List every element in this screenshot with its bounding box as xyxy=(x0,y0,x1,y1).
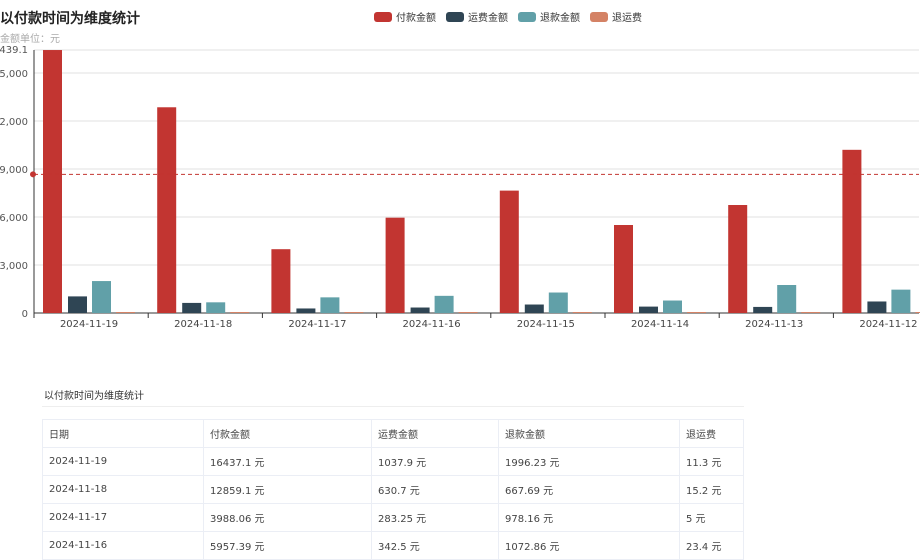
bar-2-4 xyxy=(548,292,568,313)
table-cell: 630.7 元 xyxy=(371,475,499,504)
x-tick-label: 2024-11-12 xyxy=(859,319,917,330)
x-tick-label: 2024-11-15 xyxy=(517,319,575,330)
bar-2-6 xyxy=(777,285,797,313)
bar-1-0 xyxy=(68,296,87,313)
legend-swatch xyxy=(590,11,608,22)
average-line-marker xyxy=(30,171,36,178)
y-max-label: 16,439.1 xyxy=(0,45,28,56)
table-cell: 15.2 元 xyxy=(679,475,744,504)
bar-3-7 xyxy=(915,312,920,313)
bar-0-3 xyxy=(385,217,405,313)
bar-1-1 xyxy=(182,302,202,313)
bar-chart: 0 3,000 6,000 9,000 12,000 15,000 16,439.1 2024… xyxy=(0,45,920,330)
x-tick-label: 2024-11-16 xyxy=(403,319,461,330)
bar-0-6 xyxy=(728,205,748,313)
table-cell: 5 元 xyxy=(679,503,744,532)
bar-0-4 xyxy=(499,190,519,313)
bar-3-2 xyxy=(344,312,364,313)
chart-title: 以付款时间为维度统计 xyxy=(0,11,140,27)
y-tick-label: 3,000 xyxy=(0,261,28,272)
table-header-cell: 付款金额 xyxy=(203,419,372,448)
bar-0-1 xyxy=(157,107,177,314)
bar-3-1 xyxy=(230,312,250,313)
table-cell: 283.25 元 xyxy=(371,503,499,532)
bar-0-7 xyxy=(842,149,862,313)
table-header-cell: 退运费 xyxy=(679,419,744,448)
table-header-cell: 日期 xyxy=(42,419,204,448)
legend-label: 付款金额 xyxy=(396,13,436,24)
legend-swatch xyxy=(446,11,464,22)
bar-0-5 xyxy=(614,225,633,313)
bar-3-3 xyxy=(458,312,478,313)
bar-1-4 xyxy=(524,304,544,313)
bar-0-2 xyxy=(271,249,291,313)
bar-3-4 xyxy=(572,312,592,313)
legend-item-3[interactable]: 退运费 xyxy=(590,9,642,24)
legend-item-2[interactable]: 退款金额 xyxy=(518,9,580,24)
x-tick-label: 2024-11-14 xyxy=(631,319,689,330)
table-cell: 2024-11-16 xyxy=(42,531,204,560)
table-cell: 342.5 元 xyxy=(371,531,499,560)
bar-3-6 xyxy=(801,312,821,313)
chart-legend: 付款金额 运费金额 退款金额 退运费 xyxy=(374,9,642,24)
y-tick-label: 12,000 xyxy=(0,117,28,128)
table-cell: 2024-11-17 xyxy=(42,503,204,532)
stats-table: 日期 付款金额 运费金额 退款金额 退运费 2024-11-19 16437.1 元 103… xyxy=(42,419,744,560)
y-tick-label: 0 xyxy=(22,309,28,320)
bar-3-0 xyxy=(116,312,135,313)
bar-2-2 xyxy=(320,297,340,313)
table-row: 2024-11-19 16437.1 元 1037.9 元 1996.23 元 11.3… xyxy=(42,447,744,476)
bar-2-0 xyxy=(92,281,111,313)
y-tick-label: 15,000 xyxy=(0,69,28,80)
bar-1-7 xyxy=(867,301,887,313)
bar-2-5 xyxy=(663,300,682,313)
y-tick-label: 6,000 xyxy=(0,213,28,224)
bar-3-5 xyxy=(687,312,706,313)
stats-table-section: 以付款时间为维度统计 日期 付款金额 运费金额 退款金额 退运费 2024-11-19 1… xyxy=(42,385,744,560)
table-row: 2024-11-18 12859.1 元 630.7 元 667.69 元 15.2 元 xyxy=(42,475,744,504)
table-row: 2024-11-16 5957.39 元 342.5 元 1072.86 元 23.4 … xyxy=(42,531,744,560)
legend-item-1[interactable]: 运费金额 xyxy=(446,9,508,24)
bar-1-2 xyxy=(296,308,316,313)
bar-2-3 xyxy=(434,295,454,313)
table-cell: 1037.9 元 xyxy=(371,447,499,476)
legend-item-0[interactable]: 付款金额 xyxy=(374,9,436,24)
table-cell: 5957.39 元 xyxy=(203,531,372,560)
bar-0-0 xyxy=(43,50,62,314)
chart-subtitle: 金额单位：元 xyxy=(0,34,60,45)
table-cell: 16437.1 元 xyxy=(203,447,372,476)
table-cell: 12859.1 元 xyxy=(203,475,372,504)
table-cell: 1072.86 元 xyxy=(498,531,680,560)
bar-2-1 xyxy=(206,302,226,313)
table-header-cell: 退款金额 xyxy=(498,419,680,448)
legend-swatch xyxy=(374,11,392,22)
table-cell: 667.69 元 xyxy=(498,475,680,504)
table-header-cell: 运费金额 xyxy=(371,419,499,448)
legend-label: 运费金额 xyxy=(468,13,508,24)
legend-label: 退运费 xyxy=(612,13,642,24)
table-cell: 3988.06 元 xyxy=(203,503,372,532)
table-cell: 1996.23 元 xyxy=(498,447,680,476)
x-tick-label: 2024-11-19 xyxy=(60,319,118,330)
table-cell: 11.3 元 xyxy=(679,447,744,476)
bar-1-5 xyxy=(639,306,658,313)
table-cell: 23.4 元 xyxy=(679,531,744,560)
x-tick-label: 2024-11-17 xyxy=(288,319,346,330)
table-cell: 978.16 元 xyxy=(498,503,680,532)
y-tick-label: 9,000 xyxy=(0,165,28,176)
bar-1-6 xyxy=(753,306,773,313)
legend-label: 退款金额 xyxy=(540,13,580,24)
x-tick-label: 2024-11-18 xyxy=(174,319,232,330)
bar-2-7 xyxy=(891,289,911,313)
table-cell: 2024-11-19 xyxy=(42,447,204,476)
bar-1-3 xyxy=(410,307,430,313)
legend-swatch xyxy=(518,11,536,22)
table-title: 以付款时间为维度统计 xyxy=(42,385,744,407)
x-tick-label: 2024-11-13 xyxy=(745,319,803,330)
table-cell: 2024-11-18 xyxy=(42,475,204,504)
table-header-row: 日期 付款金额 运费金额 退款金额 退运费 xyxy=(42,419,744,448)
